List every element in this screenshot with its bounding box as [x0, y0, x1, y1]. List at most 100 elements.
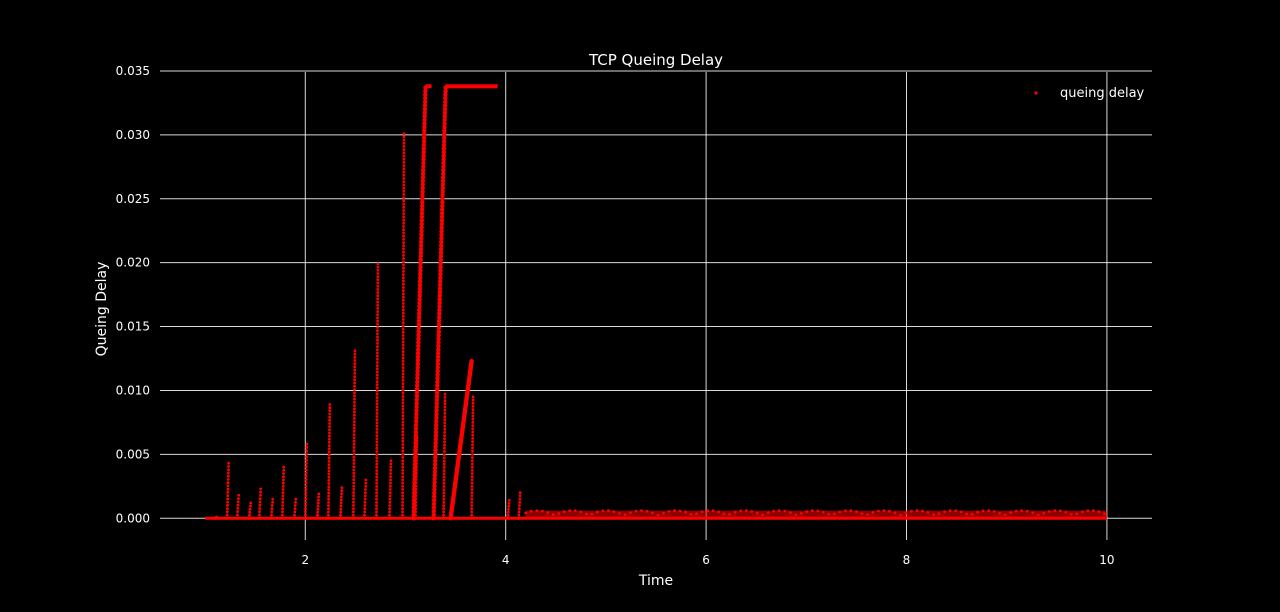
data-point — [416, 325, 421, 331]
data-point — [352, 516, 355, 520]
data-point — [1003, 513, 1007, 517]
data-point — [401, 318, 405, 321]
data-point — [315, 516, 319, 520]
data-point — [339, 513, 342, 517]
data-point — [328, 412, 332, 416]
data-point — [414, 401, 419, 406]
data-point — [375, 396, 379, 399]
data-point — [402, 157, 406, 161]
data-point — [437, 304, 442, 309]
data-point — [470, 497, 474, 501]
data-point — [401, 407, 405, 411]
data-point — [327, 456, 331, 460]
data-point — [401, 353, 405, 357]
data-point — [417, 289, 422, 295]
data-point — [375, 415, 379, 418]
data-point — [401, 363, 405, 366]
data-point — [388, 488, 392, 491]
data-point — [437, 307, 442, 313]
data-point — [435, 386, 440, 392]
data-point — [432, 487, 437, 492]
data-point — [1103, 512, 1106, 516]
data-point — [401, 430, 405, 434]
data-point — [352, 491, 355, 494]
data-point — [470, 504, 474, 507]
data-point — [437, 282, 443, 288]
data-point — [443, 437, 446, 441]
data-point — [419, 239, 424, 245]
data-point — [443, 446, 446, 450]
data-point — [304, 500, 307, 504]
data-point — [352, 429, 356, 433]
data-point — [436, 333, 441, 338]
data-point — [375, 364, 379, 368]
data-point — [376, 338, 379, 342]
data-point — [375, 469, 379, 472]
data-point — [435, 354, 441, 359]
data-point — [317, 495, 320, 499]
data-point — [471, 405, 475, 408]
data-point — [518, 500, 522, 504]
data-point — [375, 516, 378, 520]
data-point — [388, 494, 392, 498]
data-point — [411, 508, 416, 514]
data-point — [414, 412, 419, 417]
data-point — [375, 408, 379, 412]
data-point — [281, 504, 284, 507]
data-point — [340, 489, 344, 493]
data-point — [1064, 510, 1068, 514]
data-point — [1092, 509, 1095, 513]
data-point — [282, 468, 286, 472]
data-point — [412, 458, 418, 463]
data-point — [226, 497, 230, 501]
data-point — [352, 513, 355, 517]
data-point — [401, 510, 404, 514]
data-point — [585, 512, 588, 516]
data-point — [401, 382, 405, 385]
data-point — [402, 180, 406, 184]
data-point — [401, 504, 404, 507]
data-point — [215, 515, 219, 519]
data-point — [326, 516, 330, 520]
data-point — [401, 308, 405, 312]
data-point — [440, 207, 445, 212]
data-point — [421, 150, 426, 155]
data-point — [420, 196, 425, 201]
data-point — [303, 516, 307, 520]
data-point — [401, 468, 405, 472]
data-point — [225, 516, 229, 520]
data-point — [364, 491, 367, 495]
data-point — [596, 510, 599, 514]
data-point — [375, 389, 379, 393]
data-point — [433, 455, 438, 460]
data-point — [226, 481, 230, 485]
data-point — [440, 196, 445, 201]
data-point — [443, 405, 447, 409]
data-point — [432, 465, 438, 471]
data-point — [415, 365, 420, 370]
data-point — [401, 350, 405, 353]
data-point — [413, 440, 418, 446]
data-point — [375, 453, 379, 457]
data-point — [352, 465, 356, 469]
data-point — [363, 507, 367, 511]
data-point — [304, 487, 308, 491]
data-point — [443, 399, 447, 403]
data-point — [227, 461, 231, 465]
data-point — [412, 469, 417, 474]
data-point — [871, 511, 875, 514]
data-point — [413, 455, 418, 460]
data-point — [328, 403, 332, 406]
data-point — [518, 504, 521, 507]
data-point — [470, 468, 474, 472]
data-point — [352, 475, 356, 478]
data-point — [226, 494, 230, 497]
data-point — [411, 498, 417, 503]
data-point — [363, 510, 367, 514]
data-point — [352, 446, 356, 449]
data-point — [363, 500, 367, 504]
data-point — [294, 497, 298, 501]
data-point — [328, 437, 331, 441]
data-point — [352, 433, 356, 436]
data-point — [442, 478, 446, 482]
